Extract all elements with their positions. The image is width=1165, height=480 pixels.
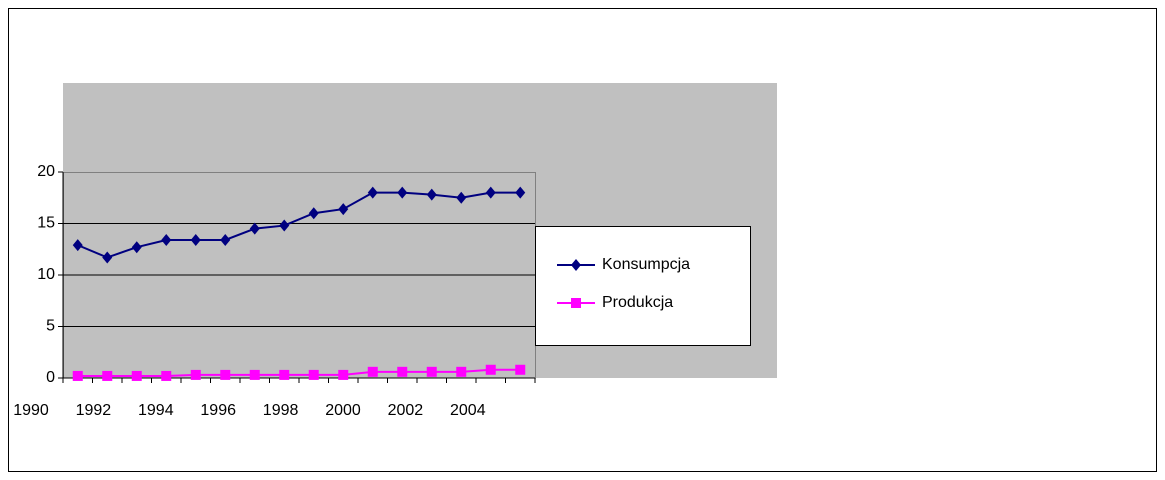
data-point bbox=[220, 233, 231, 246]
data-point bbox=[72, 239, 83, 252]
data-point bbox=[249, 369, 260, 380]
data-point bbox=[308, 369, 319, 380]
x-tick-label: 2000 bbox=[325, 402, 361, 419]
data-point bbox=[308, 207, 319, 220]
data-point bbox=[190, 369, 201, 380]
data-point bbox=[485, 186, 496, 199]
data-point bbox=[161, 233, 172, 246]
data-point bbox=[485, 364, 496, 375]
data-point bbox=[338, 203, 349, 216]
data-point bbox=[426, 366, 437, 377]
data-point bbox=[249, 222, 260, 235]
y-tick-label: 5 bbox=[46, 318, 55, 335]
x-tick-label: 2002 bbox=[388, 402, 424, 419]
legend-label: Konsumpcja bbox=[602, 256, 690, 273]
data-point bbox=[102, 370, 113, 381]
data-point bbox=[515, 364, 526, 375]
data-point bbox=[161, 370, 172, 381]
series-line bbox=[77, 368, 521, 377]
y-tick-label: 20 bbox=[37, 163, 55, 180]
data-point bbox=[220, 369, 231, 380]
data-point bbox=[397, 366, 408, 377]
data-point bbox=[72, 370, 83, 381]
legend-box bbox=[535, 226, 751, 346]
x-tick-label: 1994 bbox=[138, 402, 174, 419]
data-point bbox=[515, 186, 526, 199]
legend-label: Produkcja bbox=[602, 294, 673, 311]
data-point bbox=[131, 370, 142, 381]
legend-marker bbox=[571, 259, 581, 271]
y-tick-label: 0 bbox=[46, 369, 55, 386]
x-tick-label: 1990 bbox=[13, 402, 49, 419]
data-point bbox=[397, 186, 408, 199]
data-point bbox=[190, 233, 201, 246]
x-tick-label: 1992 bbox=[76, 402, 112, 419]
legend-marker bbox=[571, 298, 581, 308]
data-point bbox=[456, 366, 467, 377]
series-line bbox=[77, 191, 521, 259]
data-point bbox=[367, 366, 378, 377]
data-point bbox=[279, 369, 290, 380]
x-tick-label: 1998 bbox=[263, 402, 299, 419]
x-tick-label: 2004 bbox=[450, 402, 486, 419]
data-point bbox=[131, 241, 142, 254]
data-point bbox=[279, 219, 290, 232]
x-tick-label: 1996 bbox=[200, 402, 236, 419]
data-point bbox=[456, 191, 467, 204]
y-tick-label: 15 bbox=[37, 215, 55, 232]
data-point bbox=[367, 186, 378, 199]
y-tick-label: 10 bbox=[37, 266, 55, 283]
data-point bbox=[426, 188, 437, 201]
data-point bbox=[338, 369, 349, 380]
data-point bbox=[102, 251, 113, 264]
